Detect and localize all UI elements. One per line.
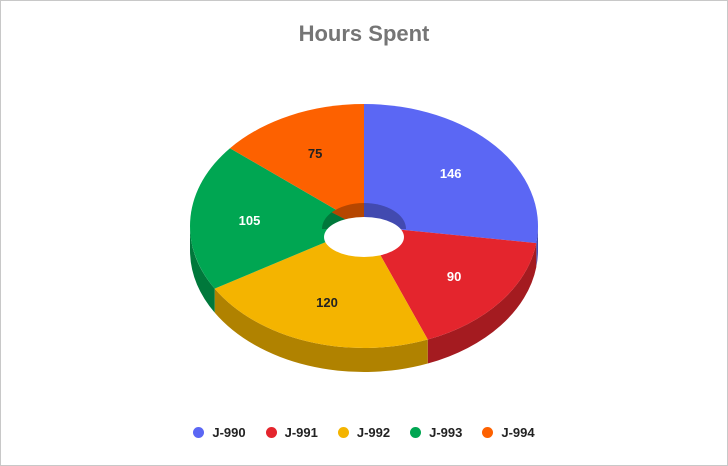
pie-side-walls — [190, 226, 538, 372]
pie-value-labels: 146 90 120 105 75 — [239, 146, 462, 310]
donut-hole — [322, 203, 406, 257]
legend-marker — [337, 427, 349, 438]
legend-label: J-993 — [429, 425, 463, 440]
data-label-j-992: 120 — [316, 295, 338, 310]
pie-slice-side-j-993 — [190, 226, 215, 313]
data-label-j-990: 146 — [440, 166, 462, 181]
pie-slice-j-993 — [190, 148, 364, 289]
data-label-j-994: 75 — [308, 146, 322, 161]
legend-item-j-991[interactable]: J-991 — [265, 425, 318, 440]
data-label-j-991: 90 — [447, 269, 461, 284]
pie-slice-side-j-991 — [427, 243, 537, 364]
legend-item-j-990[interactable]: J-990 — [193, 425, 246, 440]
data-label-j-993: 105 — [239, 213, 261, 228]
legend-item-j-994[interactable]: J-994 — [482, 425, 535, 440]
legend-label: J-992 — [356, 425, 391, 440]
legend-item-j-993[interactable]: J-993 — [410, 425, 462, 440]
donut-hole-opening — [324, 217, 404, 257]
pie-slice-side-j-992 — [214, 288, 428, 372]
pie-top — [190, 104, 538, 348]
legend-marker — [482, 427, 494, 438]
legend-marker — [410, 427, 422, 438]
legend-marker — [265, 427, 277, 438]
chart-legend: J-990 J-991 J-992 J-993 J-994 — [1, 425, 727, 440]
legend-label: J-994 — [501, 425, 535, 440]
legend-marker — [193, 427, 205, 438]
pie-slice-j-991 — [364, 226, 537, 340]
legend-item-j-992[interactable]: J-992 — [337, 425, 391, 440]
pie-slice-side-j-990 — [536, 226, 538, 268]
legend-label: J-990 — [212, 425, 246, 440]
legend-label: J-991 — [284, 425, 318, 440]
pie-slice-j-994 — [229, 104, 364, 226]
pie-slice-j-992 — [214, 226, 428, 348]
pie-slice-j-990 — [364, 104, 538, 244]
chart-title: Hours Spent — [298, 21, 430, 46]
